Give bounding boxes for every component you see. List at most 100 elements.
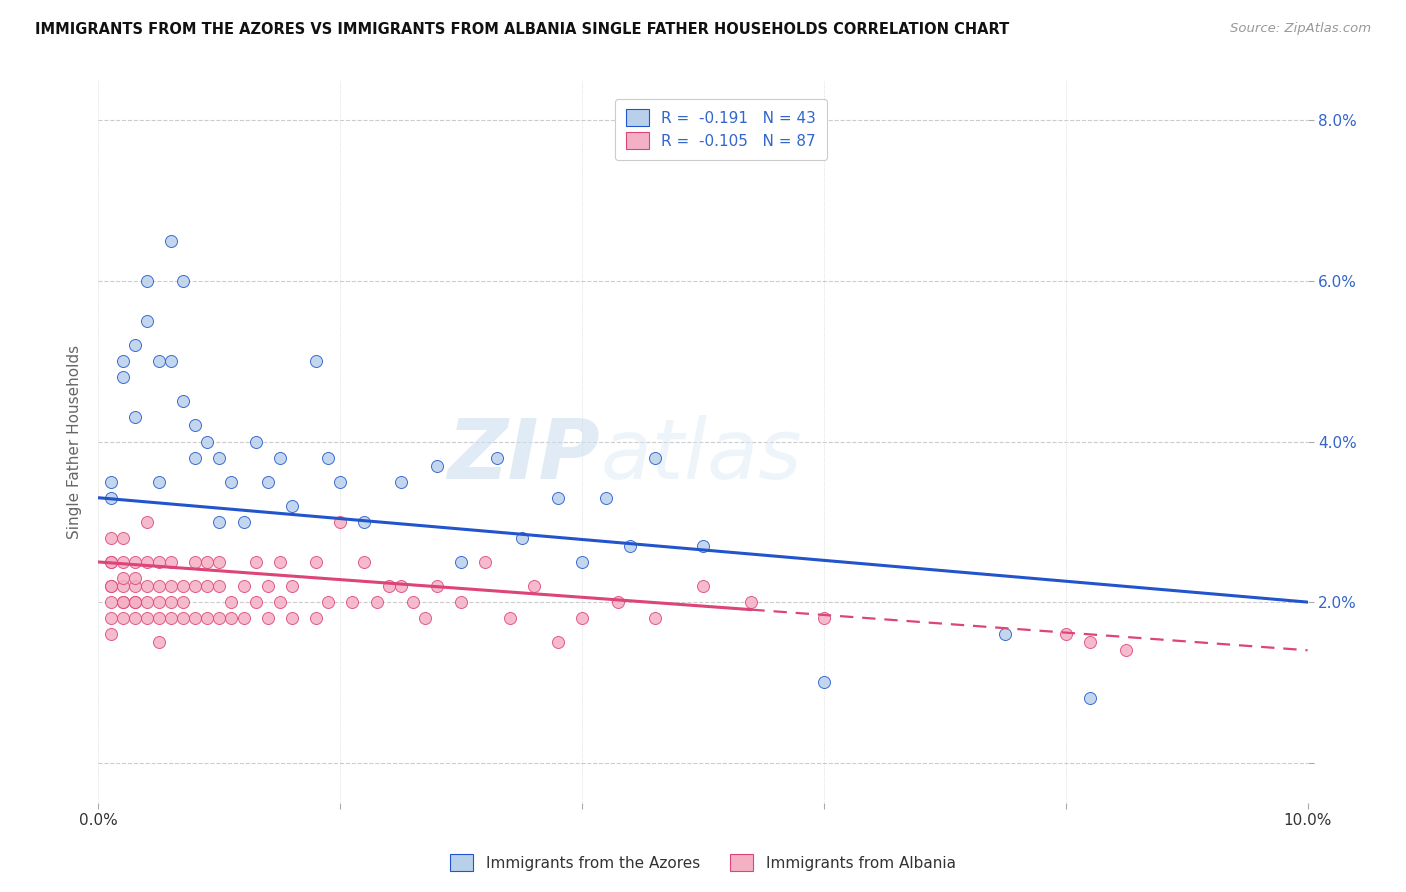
Point — [148, 611, 170, 625]
Point — [135, 595, 157, 609]
Point — [160, 611, 183, 625]
Point — [450, 555, 472, 569]
Point — [100, 579, 122, 593]
Point — [232, 515, 254, 529]
Point — [160, 234, 183, 248]
Point — [124, 571, 146, 585]
Point — [111, 611, 134, 625]
Point — [208, 555, 231, 569]
Point — [221, 595, 243, 609]
Point — [281, 579, 304, 593]
Legend: Immigrants from the Azores, Immigrants from Albania: Immigrants from the Azores, Immigrants f… — [441, 845, 965, 880]
Point — [498, 611, 520, 625]
Point — [377, 579, 399, 593]
Point — [195, 434, 218, 449]
Point — [692, 539, 714, 553]
Point — [124, 410, 146, 425]
Point — [305, 555, 328, 569]
Point — [148, 354, 170, 368]
Point — [184, 579, 207, 593]
Point — [135, 314, 157, 328]
Point — [644, 450, 666, 465]
Point — [100, 627, 122, 641]
Point — [329, 475, 352, 489]
Point — [172, 274, 194, 288]
Text: IMMIGRANTS FROM THE AZORES VS IMMIGRANTS FROM ALBANIA SINGLE FATHER HOUSEHOLDS C: IMMIGRANTS FROM THE AZORES VS IMMIGRANTS… — [35, 22, 1010, 37]
Point — [195, 555, 218, 569]
Point — [1115, 643, 1137, 657]
Point — [135, 555, 157, 569]
Point — [100, 611, 122, 625]
Point — [256, 579, 278, 593]
Point — [135, 579, 157, 593]
Point — [547, 635, 569, 649]
Point — [184, 611, 207, 625]
Point — [595, 491, 617, 505]
Point — [474, 555, 496, 569]
Point — [402, 595, 425, 609]
Point — [232, 611, 254, 625]
Point — [160, 555, 183, 569]
Point — [316, 595, 339, 609]
Point — [269, 595, 291, 609]
Point — [148, 579, 170, 593]
Point — [124, 579, 146, 593]
Point — [111, 595, 134, 609]
Point — [135, 274, 157, 288]
Point — [148, 635, 170, 649]
Point — [172, 579, 194, 593]
Point — [208, 515, 231, 529]
Point — [148, 555, 170, 569]
Text: ZIP: ZIP — [447, 416, 600, 497]
Point — [172, 394, 194, 409]
Point — [571, 555, 593, 569]
Point — [111, 579, 134, 593]
Point — [135, 515, 157, 529]
Point — [256, 475, 278, 489]
Point — [160, 579, 183, 593]
Point — [571, 611, 593, 625]
Point — [305, 354, 328, 368]
Point — [208, 579, 231, 593]
Point — [195, 579, 218, 593]
Point — [426, 579, 449, 593]
Point — [1078, 691, 1101, 706]
Point — [221, 611, 243, 625]
Point — [353, 515, 375, 529]
Point — [184, 555, 207, 569]
Point — [124, 595, 146, 609]
Point — [426, 458, 449, 473]
Point — [389, 579, 412, 593]
Point — [366, 595, 388, 609]
Point — [100, 491, 122, 505]
Point — [172, 611, 194, 625]
Point — [111, 595, 134, 609]
Point — [124, 555, 146, 569]
Point — [547, 491, 569, 505]
Point — [1054, 627, 1077, 641]
Point — [184, 450, 207, 465]
Point — [124, 611, 146, 625]
Point — [160, 595, 183, 609]
Point — [124, 595, 146, 609]
Point — [100, 555, 122, 569]
Point — [100, 595, 122, 609]
Point — [692, 579, 714, 593]
Point — [607, 595, 630, 609]
Point — [305, 611, 328, 625]
Point — [281, 499, 304, 513]
Text: atlas: atlas — [600, 416, 801, 497]
Point — [148, 475, 170, 489]
Point — [281, 611, 304, 625]
Point — [100, 555, 122, 569]
Point — [329, 515, 352, 529]
Point — [172, 595, 194, 609]
Point — [111, 370, 134, 384]
Point — [740, 595, 762, 609]
Point — [619, 539, 641, 553]
Point — [413, 611, 436, 625]
Point — [100, 475, 122, 489]
Point — [111, 571, 134, 585]
Point — [124, 338, 146, 352]
Point — [245, 595, 267, 609]
